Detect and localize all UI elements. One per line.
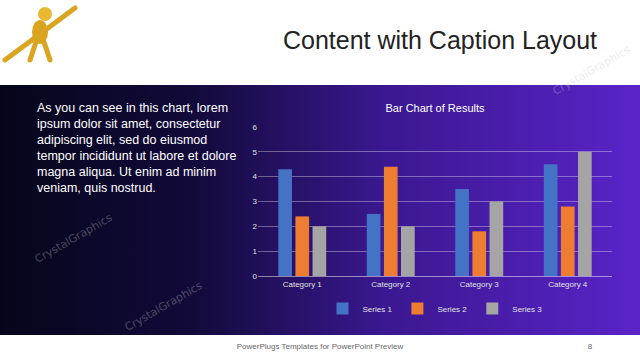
svg-text:Series 3: Series 3: [512, 305, 542, 314]
svg-text:Category 1: Category 1: [283, 280, 323, 289]
html-text:CrystalGraphics: CrystalGraphics: [550, 43, 633, 98]
svg-text:3: 3: [253, 197, 258, 206]
html-text:As you can see in this chart,: As you can see in this chart, lorem ipsu…: [37, 101, 237, 195]
html-text:8: 8: [587, 342, 593, 351]
svg-text:5: 5: [253, 148, 258, 157]
svg-text:0: 0: [253, 272, 258, 281]
svg-text:Bar Chart of Results: Bar Chart of Results: [385, 102, 485, 114]
svg-text:2: 2: [253, 222, 258, 231]
svg-text:Series 1: Series 1: [363, 305, 393, 314]
svg-text:Category 2: Category 2: [371, 280, 411, 289]
svg-text:6: 6: [253, 123, 258, 132]
html-text:CrystalGraphics: CrystalGraphics: [32, 211, 115, 266]
html-text:Content with Caption Layout: Content with Caption Layout: [283, 26, 597, 54]
html-text:CrystalGraphics: CrystalGraphics: [122, 279, 205, 334]
svg-text:Series 2: Series 2: [437, 305, 467, 314]
svg-text:Category 3: Category 3: [460, 280, 500, 289]
svg-text:Category 4: Category 4: [548, 280, 588, 289]
html-text:PowerPlugs Templates for Power: PowerPlugs Templates for PowerPoint Prev…: [236, 342, 404, 351]
svg-text:4: 4: [253, 172, 258, 181]
svg-text:1: 1: [253, 247, 258, 256]
